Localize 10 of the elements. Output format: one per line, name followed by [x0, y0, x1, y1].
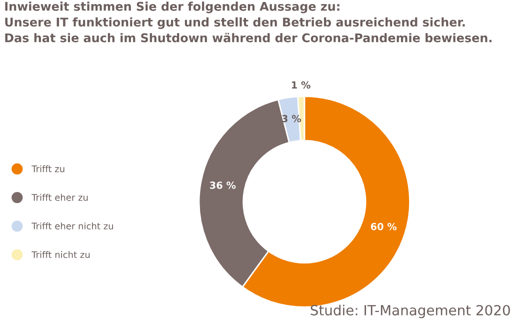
data-label: 60 % — [370, 222, 397, 230]
text: Studie: IT-Management 2020 — [310, 304, 510, 318]
chart-title: Inwieweit stimmen Sie der folgenden Aussage zu: Unsere IT funktioniert gut und stellt den Betrieb ausreichend sicher. Das hat sie auch im Shutdown während der Corona-Pandemie bewiesen. — [5, 2, 492, 42]
legend-label: Trifft eher zu — [32, 194, 88, 201]
data-label: 1 % — [292, 81, 310, 89]
legend-label: Trifft eher nicht zu — [32, 222, 113, 230]
data-label: 36 % — [210, 182, 236, 189]
data-label: 3 % — [282, 114, 302, 122]
legend-label: Trifft zu — [32, 165, 64, 172]
legend-label: Trifft nicht zu — [32, 251, 90, 258]
